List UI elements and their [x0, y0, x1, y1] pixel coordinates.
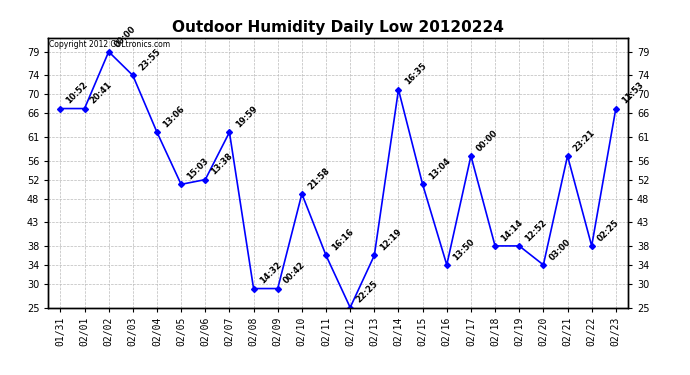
- Text: 23:55: 23:55: [137, 47, 162, 73]
- Text: 13:04: 13:04: [427, 156, 452, 182]
- Text: 21:58: 21:58: [306, 166, 331, 191]
- Text: 13:06: 13:06: [161, 104, 186, 129]
- Text: 00:00: 00:00: [113, 24, 138, 49]
- Text: 19:59: 19:59: [234, 104, 259, 129]
- Text: 13:38: 13:38: [210, 152, 235, 177]
- Text: 20:41: 20:41: [89, 81, 114, 106]
- Text: 15:03: 15:03: [186, 156, 210, 182]
- Text: 00:42: 00:42: [282, 261, 307, 286]
- Text: 12:52: 12:52: [524, 218, 549, 243]
- Text: 16:35: 16:35: [403, 62, 428, 87]
- Text: 12:19: 12:19: [379, 227, 404, 253]
- Text: 11:53: 11:53: [620, 81, 645, 106]
- Text: 14:14: 14:14: [500, 218, 524, 243]
- Text: 10:52: 10:52: [65, 81, 90, 106]
- Text: 02:25: 02:25: [596, 218, 621, 243]
- Title: Outdoor Humidity Daily Low 20120224: Outdoor Humidity Daily Low 20120224: [172, 20, 504, 35]
- Text: Copyright 2012 CULtronics.com: Copyright 2012 CULtronics.com: [49, 40, 170, 49]
- Text: 03:00: 03:00: [548, 237, 573, 262]
- Text: 16:16: 16:16: [331, 227, 355, 253]
- Text: 13:50: 13:50: [451, 237, 476, 262]
- Text: 00:00: 00:00: [475, 128, 500, 153]
- Text: 14:32: 14:32: [258, 261, 283, 286]
- Text: 22:25: 22:25: [355, 279, 380, 305]
- Text: 23:21: 23:21: [572, 128, 597, 153]
